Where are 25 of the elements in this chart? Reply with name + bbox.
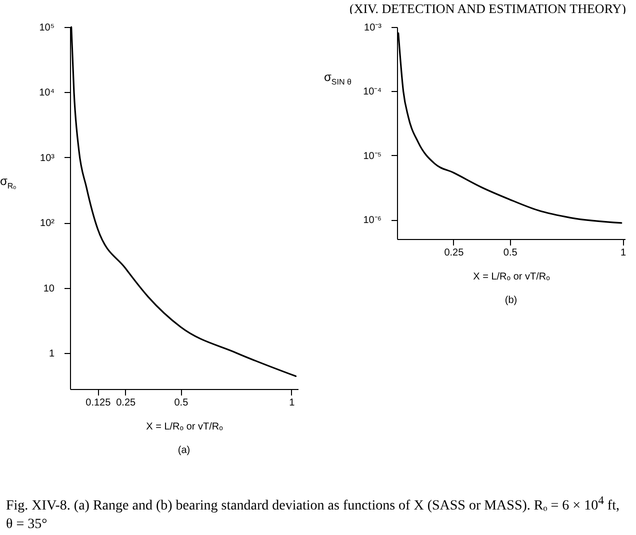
text: (a) [178,445,190,456]
y-tick-label: 10 [43,283,55,294]
y-tick-label: 10⁻³ [364,22,382,34]
y-axis-title: σ$_{SIN θ}$ [324,70,352,86]
x-tick-label: 0.25 [444,248,464,258]
y-tick-label: 10⁻⁴ [363,86,382,98]
x-axis-title: X = L/Rₒ or vT/Rₒ [473,272,550,282]
x-tick-label: 0.5 [174,398,189,408]
y-tick-label: 10⁵ [39,22,54,34]
y-tick-label: 10³ [40,152,56,164]
x-tick-label: 1 [620,248,626,258]
text: Fig. XIV-8. (a) Range and (b) bearing standard deviation as functions of X (SASS or MASS). Rₒ = 6 × 10$^{4}$ ft, θ = 35° [6,494,620,532]
y-tick-label: 1 [48,348,55,360]
x-tick-label: 0.125 [86,398,112,408]
x-tick-label: 0.5 [503,248,518,258]
x-axis-title: X = L/Rₒ or vT/Rₒ [146,422,224,432]
text: (b) [504,295,518,306]
y-tick-label: 10² [40,218,56,230]
y-tick-label: 10⁻⁵ [363,150,382,162]
y-tick-label: 10⁻⁶ [363,215,382,226]
x-tick-label: 0.25 [116,398,136,408]
text: (XIV. DETECTION AND ESTIMATION THEORY) [350,1,626,17]
y-axis-title: σ$_{Rₒ}$ [0,174,16,190]
y-tick-label: 10⁴ [39,88,54,99]
x-tick-label: 1 [289,398,296,408]
